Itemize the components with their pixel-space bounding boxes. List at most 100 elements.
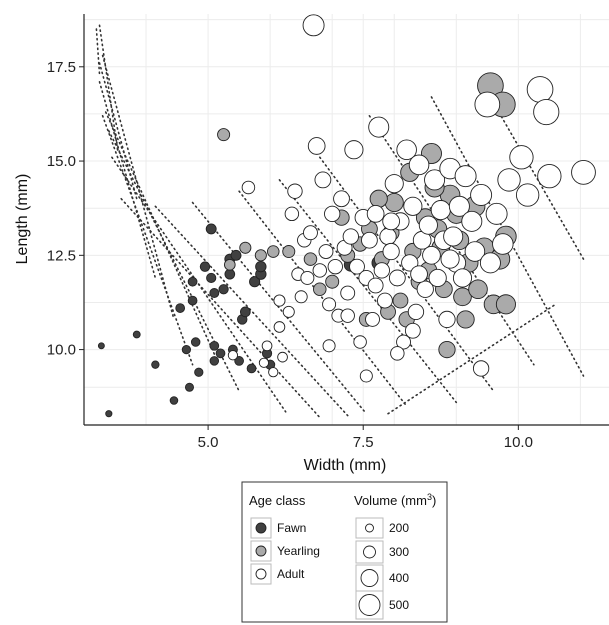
point-fawn (187, 276, 198, 287)
data-points (97, 14, 596, 418)
point-adult (366, 204, 385, 223)
x-axis-title: Width (mm) (304, 457, 387, 474)
point-adult (365, 311, 380, 327)
point-yearling (438, 340, 456, 359)
point-adult (307, 137, 326, 155)
point-fawn (184, 382, 194, 392)
point-adult (340, 308, 355, 323)
isovolume-line (98, 81, 157, 279)
legend-size-label: 400 (389, 571, 409, 585)
point-adult (377, 292, 393, 309)
point-fawn (209, 288, 220, 299)
point-adult (277, 351, 288, 363)
point-fawn (234, 356, 244, 366)
point-adult (428, 268, 447, 288)
point-adult (353, 335, 367, 349)
legend-volume-title: Volume (mm3) (354, 492, 436, 508)
point-adult (388, 269, 406, 287)
point-adult (261, 340, 273, 352)
point-fawn (187, 295, 198, 306)
point-adult (361, 231, 378, 249)
point-fawn (209, 340, 220, 351)
point-adult (485, 202, 508, 225)
point-adult (479, 252, 501, 274)
legend-size-label: 300 (389, 545, 409, 559)
point-adult (258, 357, 270, 368)
point-yearling (369, 189, 388, 208)
point-yearling (282, 245, 296, 259)
point-adult (474, 91, 501, 118)
point-adult (422, 245, 441, 265)
legend-volume-items: 200 300 400 500 (355, 517, 409, 620)
point-fawn (218, 284, 229, 295)
point-adult (303, 225, 318, 241)
point-adult (418, 215, 438, 235)
point-adult (407, 303, 425, 321)
point-adult (438, 310, 456, 329)
legend-swatch-yearling (255, 545, 267, 557)
point-adult (537, 163, 562, 189)
legend-size-label: 200 (389, 521, 409, 535)
isovolume-line (95, 28, 101, 76)
point-yearling (239, 241, 252, 254)
isovolume-line (104, 111, 219, 362)
point-fawn (169, 396, 179, 405)
point-adult (492, 233, 514, 255)
point-fawn (105, 410, 113, 418)
point-adult (382, 212, 400, 231)
point-fawn (181, 344, 192, 355)
point-fawn (239, 306, 251, 318)
point-adult (340, 285, 356, 301)
point-yearling (313, 282, 327, 296)
point-adult (318, 244, 334, 259)
point-adult (384, 174, 404, 194)
point-adult (349, 258, 365, 275)
isovolume-line (387, 303, 557, 415)
y-tick-label: 12.5 (47, 247, 76, 264)
y-tick-label: 17.5 (47, 59, 76, 76)
point-adult (509, 145, 534, 170)
point-adult (571, 159, 596, 185)
point-adult (443, 226, 464, 247)
point-adult (273, 294, 286, 307)
point-adult (403, 196, 423, 216)
point-adult (448, 195, 470, 217)
x-tick-label: 10.0 (504, 434, 533, 451)
point-yearling (495, 294, 516, 315)
point-adult (382, 242, 400, 261)
isovolume-line (154, 205, 349, 417)
point-adult (404, 322, 421, 339)
legend-swatch-fawn (255, 522, 267, 534)
point-adult (416, 280, 434, 298)
point-adult (452, 268, 473, 288)
x-tick-label: 7.5 (353, 434, 374, 451)
point-adult (312, 263, 327, 278)
point-fawn (255, 260, 267, 273)
point-adult (390, 346, 405, 361)
point-adult (344, 140, 364, 160)
y-axis-title: Length (mm) (14, 174, 31, 265)
point-adult (454, 165, 477, 188)
point-fawn (199, 261, 211, 272)
point-adult (287, 183, 303, 199)
point-fawn (215, 348, 226, 359)
point-yearling (453, 287, 472, 307)
point-fawn (224, 268, 236, 280)
y-tick-label: 10.0 (47, 342, 76, 359)
point-fawn (190, 337, 201, 347)
point-adult (396, 334, 411, 350)
point-yearling (266, 245, 280, 258)
point-adult (300, 270, 315, 285)
point-adult (282, 305, 295, 318)
point-adult (342, 228, 359, 245)
point-fawn (175, 303, 186, 313)
point-fawn (209, 356, 220, 366)
grid (84, 14, 609, 425)
legend-label-yearling: Yearling (277, 544, 320, 558)
x-tick-label: 5.0 (198, 434, 219, 451)
point-adult (302, 14, 325, 37)
isovolume-line (120, 197, 321, 419)
point-adult (396, 139, 417, 161)
point-yearling (254, 249, 267, 262)
point-adult (368, 116, 390, 138)
